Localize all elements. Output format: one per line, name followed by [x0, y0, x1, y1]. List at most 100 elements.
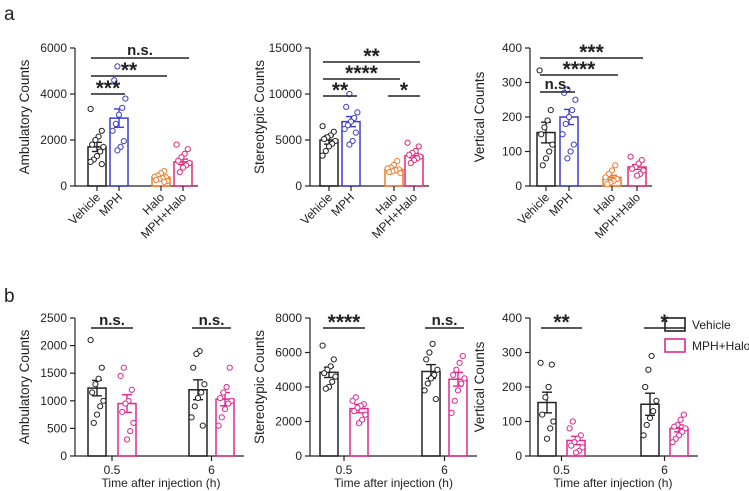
a1-mph-data-point	[112, 120, 119, 128]
a2-vehicle-data-point	[319, 123, 326, 130]
legend: Vehicle MPH+Halo	[664, 317, 749, 353]
a1-vehicle-data-point	[97, 148, 104, 155]
b1-vehicle-0-data-point	[90, 419, 97, 426]
b2-y-tick-label: 0	[295, 449, 302, 463]
a1-vehicle-data-point	[87, 158, 94, 165]
b3-vehicle-0-data-point	[539, 411, 546, 418]
a2-mph-data-point	[354, 109, 361, 116]
a1-mph-data-point	[119, 104, 126, 111]
b3-mph-halo-0-data-point	[568, 442, 575, 449]
b1-vehicle-1-data-point	[190, 364, 197, 371]
b2-y-tick-label: 4000	[275, 380, 302, 394]
b1-vehicle-0-data-point	[97, 403, 104, 410]
b1-mph-halo-1-data-point	[217, 394, 224, 402]
a1-x-tick-label: MPH	[96, 190, 125, 219]
b2-vehicle-0-data-point	[322, 385, 329, 392]
a2-sig-label: *	[400, 79, 409, 102]
b1-vehicle-1-data-point	[188, 414, 195, 421]
a1-vehicle-data-point	[89, 141, 96, 148]
b1-y-tick-label: 1000	[40, 394, 67, 408]
b1-sig-label: n.s.	[99, 312, 125, 329]
a3-y-tick-label: 200	[502, 110, 522, 124]
a2-vehicle-data-point	[325, 143, 333, 150]
b2-vehicle-1-data-point	[432, 395, 439, 403]
a3-y-axis-label: Vertical Counts	[472, 71, 487, 162]
b2-vehicle-0-data-point	[330, 356, 337, 363]
b2-vehicle-1-data-point	[423, 356, 430, 363]
a2-x-tick-label: MPH	[328, 190, 357, 219]
b3-vehicle-1-data-point	[640, 432, 647, 439]
a3-mph-halo-data-point	[633, 172, 641, 179]
b1-mph-halo-0-data-point	[117, 372, 124, 380]
b3-vehicle-1-data-point	[650, 408, 657, 415]
b1-mph-halo-0-data-point	[123, 436, 131, 443]
a3-vehicle-data-point	[542, 155, 550, 162]
b3-y-tick-label: 300	[502, 346, 522, 360]
a2-sig-label: **	[363, 45, 380, 68]
a2-y-tick-label: 10000	[269, 87, 303, 101]
b3-vehicle-1-data-point	[648, 352, 655, 360]
a3-vehicle-data-point	[549, 141, 556, 148]
a2-mph-data-point	[341, 125, 348, 133]
a1-sig-label: n.s.	[127, 42, 153, 59]
b1-mph-halo-1-data-point	[226, 364, 233, 371]
b2-vehicle-1-data-point	[434, 366, 441, 373]
a3-mph-data-point	[570, 141, 577, 148]
b1-mph-halo-1-data-point	[223, 383, 230, 391]
b1-mph-halo-1-data-point	[220, 389, 227, 396]
b3-vehicle-0-data-point	[542, 394, 549, 401]
a1-mph-data-point	[109, 127, 116, 134]
a1-mph-halo-data-point	[184, 146, 191, 153]
b2-mph-halo-0-data-point	[351, 408, 358, 415]
b3-y-tick-label: 400	[502, 311, 522, 325]
b3-vehicle-1-data-point	[653, 397, 660, 404]
chart-stereotypic-b: 0 2000 4000 6000 8000 Stereotypic Counts 0.5 6T…	[252, 311, 477, 490]
legend-label-mph-halo: MPH+Halo	[692, 339, 749, 353]
b1-mph-halo-0-data-point	[130, 419, 137, 426]
chart-ambulatory-b: 0 500 1000 1500 2000 2500 Ambulatory Counts 0.5…	[17, 311, 244, 490]
b3-vehicle-0-data-point	[543, 435, 551, 442]
b2-y-tick-label: 2000	[275, 415, 302, 429]
b2-vehicle-1-bar	[421, 370, 441, 457]
b1-mph-halo-0-data-point	[127, 428, 134, 435]
b3-vehicle-0-data-point	[545, 383, 552, 391]
a2-mph-halo-data-point	[415, 143, 422, 150]
a3-sig-label: ***	[579, 41, 604, 64]
b2-mph-halo-1-data-point	[459, 352, 466, 360]
b1-mph-halo-0-data-point	[119, 408, 126, 415]
b3-vehicle-1-data-point	[645, 366, 652, 373]
b2-x-axis-label: Time after injection (h)	[334, 476, 453, 490]
b1-vehicle-0-data-point	[92, 381, 99, 388]
b1-x-axis-label: Time after injection (h)	[102, 476, 221, 490]
legend-swatch-mph-halo	[664, 338, 686, 353]
a2-mph-data-point	[352, 129, 359, 136]
a1-mph-halo-data-point	[176, 169, 183, 176]
a3-mph-data-point	[564, 155, 571, 162]
a1-mph-data-point	[114, 63, 121, 70]
b1-mph-halo-0-data-point	[122, 400, 129, 407]
b2-sig-label: n.s.	[432, 312, 458, 329]
b3-vehicle-1-data-point	[646, 414, 654, 422]
a1-mph-data-point	[120, 138, 127, 145]
a1-y-axis-label: Ambulatory Counts	[17, 59, 32, 174]
b3-mph-halo-1-data-point	[671, 423, 678, 430]
b2-y-axis-label: Stereotypic Counts	[252, 330, 267, 444]
a2-sig-label: **	[332, 79, 349, 102]
a3-vehicle-data-point	[547, 107, 554, 114]
b1-y-tick-label: 0	[60, 449, 67, 463]
a3-mph-data-point	[572, 96, 579, 103]
b3-mph-halo-0-data-point	[572, 449, 580, 456]
a1-mph-data-point	[114, 147, 121, 154]
a1-sig-label: **	[121, 59, 138, 82]
a3-vehicle-data-point	[544, 117, 551, 124]
legend-swatch-vehicle	[664, 317, 686, 332]
a3-vehicle-data-point	[536, 67, 543, 74]
a3-y-tick-label: 300	[502, 76, 522, 90]
b2-vehicle-1-data-point	[429, 340, 436, 347]
panel-label-b: b	[4, 286, 15, 307]
b3-vehicle-1-data-point	[643, 421, 650, 429]
a3-vehicle-data-point	[546, 148, 553, 155]
b1-vehicle-1-data-point	[193, 350, 200, 357]
